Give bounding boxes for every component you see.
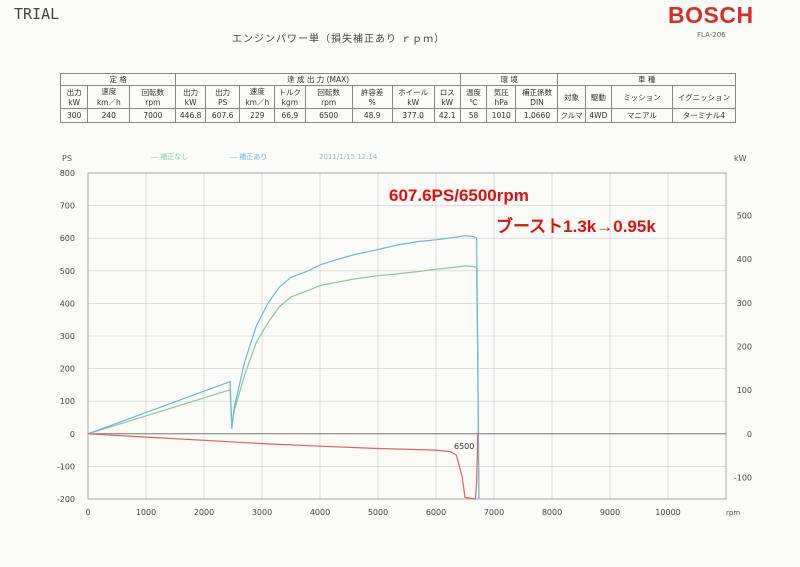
y-right-tick-label: 200 bbox=[737, 342, 752, 351]
spec-col-header: ミッション bbox=[611, 85, 673, 109]
spec-value: 42.1 bbox=[433, 108, 461, 123]
x-tick-label: 6000 bbox=[426, 508, 446, 517]
y-left-tick-label: 100 bbox=[60, 397, 75, 406]
legend-corrected: ― 補正あり bbox=[230, 152, 267, 161]
spec-col-header: 出力 kW bbox=[59, 85, 89, 109]
y-right-tick-label: 500 bbox=[737, 211, 752, 220]
spec-col-header: 駆動 bbox=[584, 85, 613, 109]
x-tick-label: 4000 bbox=[310, 508, 330, 517]
rpm-marker-label: 6500 bbox=[454, 442, 474, 451]
y-right-tick-label: -100 bbox=[734, 474, 752, 483]
spec-col-header: ロス kW bbox=[433, 85, 461, 109]
spec-value: 1010 bbox=[486, 108, 517, 123]
y-left-tick-label: 300 bbox=[60, 332, 75, 341]
spec-value: 300 bbox=[59, 108, 89, 123]
x-tick-label: 2000 bbox=[194, 508, 214, 517]
spec-value: 446.8 bbox=[175, 108, 206, 123]
y-left-tick-label: 500 bbox=[60, 267, 75, 276]
spec-col-header: 気圧 hPa bbox=[486, 85, 517, 109]
legend-uncorrected: ― 補正なし bbox=[151, 152, 188, 161]
y-right-tick-label: 0 bbox=[747, 430, 752, 439]
spec-value: 240 bbox=[87, 108, 131, 123]
boost-annotation: ブースト1.3k→0.95k bbox=[496, 217, 656, 236]
x-tick-label: 7000 bbox=[484, 508, 504, 517]
spec-value: 7000 bbox=[129, 108, 177, 123]
spec-value: 66.9 bbox=[274, 108, 306, 123]
y-left-tick-label: 700 bbox=[60, 202, 75, 211]
spec-value: ターミナル4 bbox=[671, 108, 737, 123]
spec-col-header: 対象 bbox=[557, 85, 586, 109]
y-left-tick-label: 400 bbox=[60, 299, 75, 308]
y-right-tick-label: 100 bbox=[737, 386, 752, 395]
spec-col-header: 回転数 rpm bbox=[304, 85, 353, 109]
x-tick-label: 10000 bbox=[655, 508, 680, 517]
brand-logo: BOSCH bbox=[668, 2, 754, 28]
y-right-axis-label: kW bbox=[734, 154, 747, 163]
series-line-corrected bbox=[87, 235, 480, 500]
spec-value: マニアル bbox=[611, 108, 673, 123]
y-left-tick-label: 600 bbox=[60, 234, 75, 243]
x-tick-label: 1000 bbox=[136, 508, 156, 517]
y-left-axis-label: PS bbox=[62, 154, 72, 163]
y-left-tick-label: 200 bbox=[60, 365, 75, 374]
spec-value-row: 300 240 7000 446.8 607.6 229 66.9 6500 4… bbox=[59, 108, 737, 123]
x-tick-label: 9000 bbox=[600, 508, 620, 517]
x-tick-label: 8000 bbox=[542, 508, 562, 517]
series-line-loss bbox=[87, 433, 479, 500]
plot-frame bbox=[87, 172, 727, 500]
series-line-uncorrected bbox=[87, 265, 480, 500]
y-left-tick-label: 800 bbox=[60, 169, 75, 178]
y-left-tick-label: -200 bbox=[57, 495, 75, 504]
x-axis-unit: rpm bbox=[726, 509, 740, 517]
spec-value: 607.6 bbox=[204, 108, 241, 123]
y-right-tick-label: 400 bbox=[737, 255, 752, 264]
spec-value: 6500 bbox=[304, 108, 353, 123]
x-tick-label: 5000 bbox=[368, 508, 388, 517]
chart-timestamp: 2011/1/15.12:14 bbox=[319, 153, 378, 161]
x-tick-label: 3000 bbox=[252, 508, 272, 517]
model-number: FLA-206 bbox=[697, 31, 726, 39]
y-right-tick-label: 300 bbox=[737, 299, 752, 308]
spec-col-header: 速度 km／h bbox=[239, 85, 276, 109]
spec-value: 58 bbox=[459, 108, 488, 123]
spec-group-row: 定 格 達 成 出 力 (MAX) 環 境 車 種 bbox=[59, 73, 736, 86]
y-left-tick-label: 0 bbox=[70, 430, 75, 439]
spec-table: 定 格 達 成 出 力 (MAX) 環 境 車 種 出力 kW 速度 km／h 回転… bbox=[59, 73, 737, 123]
page-title: エンジンパワー単（損失補正あり ｒｐｍ） bbox=[232, 34, 446, 45]
trial-label: TRIAL bbox=[14, 5, 60, 23]
y-left-tick-label: -100 bbox=[57, 462, 75, 471]
peak-power-annotation: 607.6PS/6500rpm bbox=[389, 186, 529, 205]
spec-value: クルマ bbox=[557, 108, 586, 123]
spec-value: 4WD bbox=[584, 108, 613, 123]
spec-col-header: イグニッション bbox=[671, 85, 737, 109]
x-tick-label: 0 bbox=[85, 508, 90, 517]
spec-col-header: 出力 kW bbox=[175, 85, 206, 109]
